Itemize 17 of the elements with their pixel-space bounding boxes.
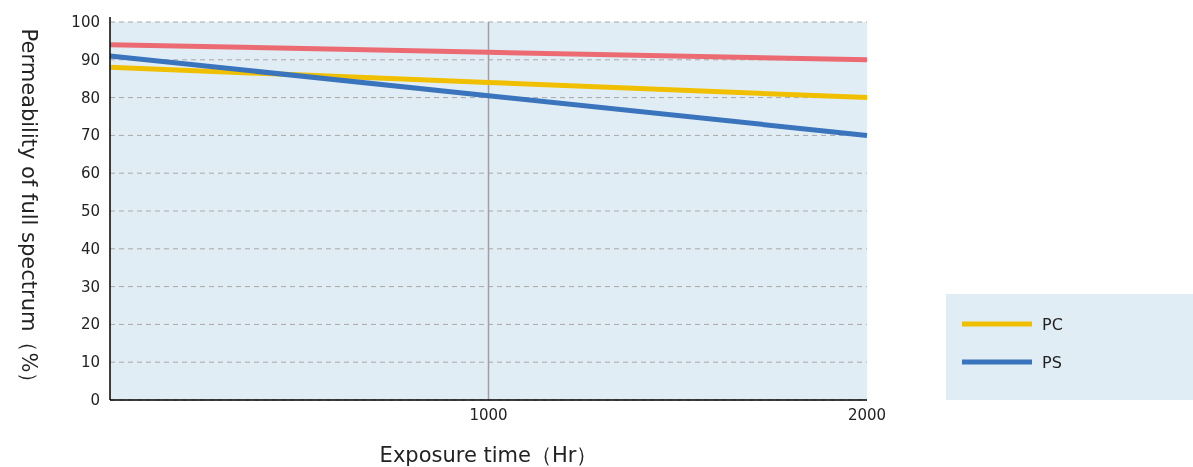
y-tick-label: 90: [80, 50, 100, 69]
y-tick-label: 30: [80, 277, 100, 296]
x-tick-label: 1000: [469, 406, 508, 424]
legend-label: PC: [1042, 315, 1063, 334]
y-tick-label: 70: [80, 126, 100, 145]
y-tick-label: 40: [80, 239, 100, 258]
x-tick-label: 2000: [847, 406, 887, 424]
y-tick-label: 10: [80, 353, 100, 372]
y-tick-label: 20: [80, 315, 100, 334]
y-tick-label: 60: [80, 164, 100, 183]
y-tick-label: 100: [71, 13, 100, 31]
x-axis-title: Exposure time（Hr）: [379, 443, 598, 467]
y-tick-label: 80: [80, 88, 100, 107]
y-axis-title: Permeability of full spectrum（%）: [17, 28, 41, 394]
y-tick-label: 50: [80, 202, 100, 220]
y-tick-label: 0: [90, 391, 100, 409]
legend-label: PS: [1042, 353, 1062, 372]
